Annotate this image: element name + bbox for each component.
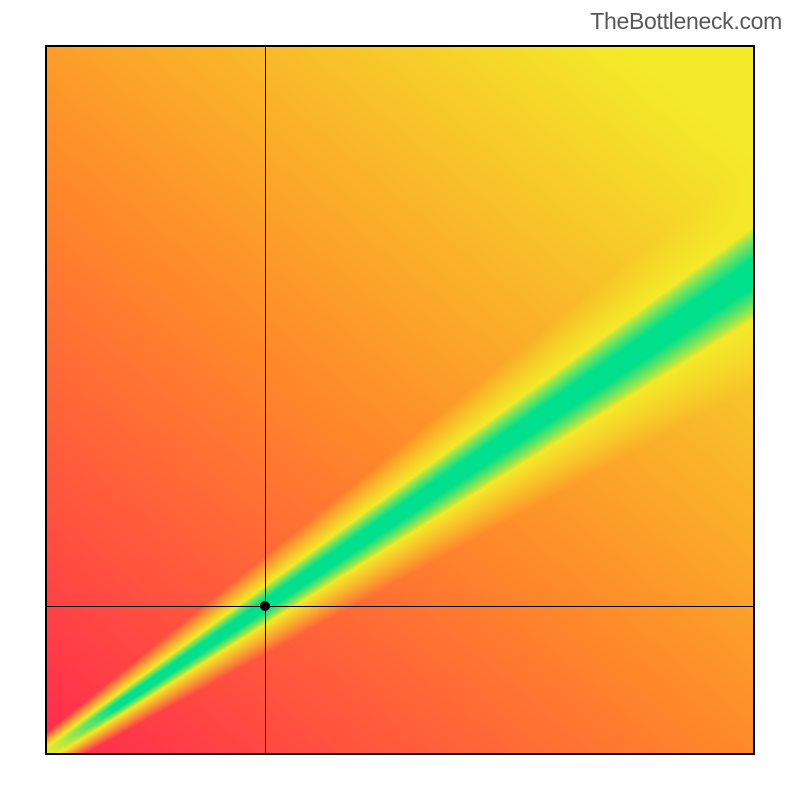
crosshair-horizontal (45, 606, 755, 607)
crosshair-marker (260, 601, 270, 611)
bottleneck-heatmap (45, 45, 755, 755)
watermark: TheBottleneck.com (590, 8, 782, 35)
heatmap-canvas (45, 45, 755, 755)
crosshair-vertical (265, 45, 266, 755)
